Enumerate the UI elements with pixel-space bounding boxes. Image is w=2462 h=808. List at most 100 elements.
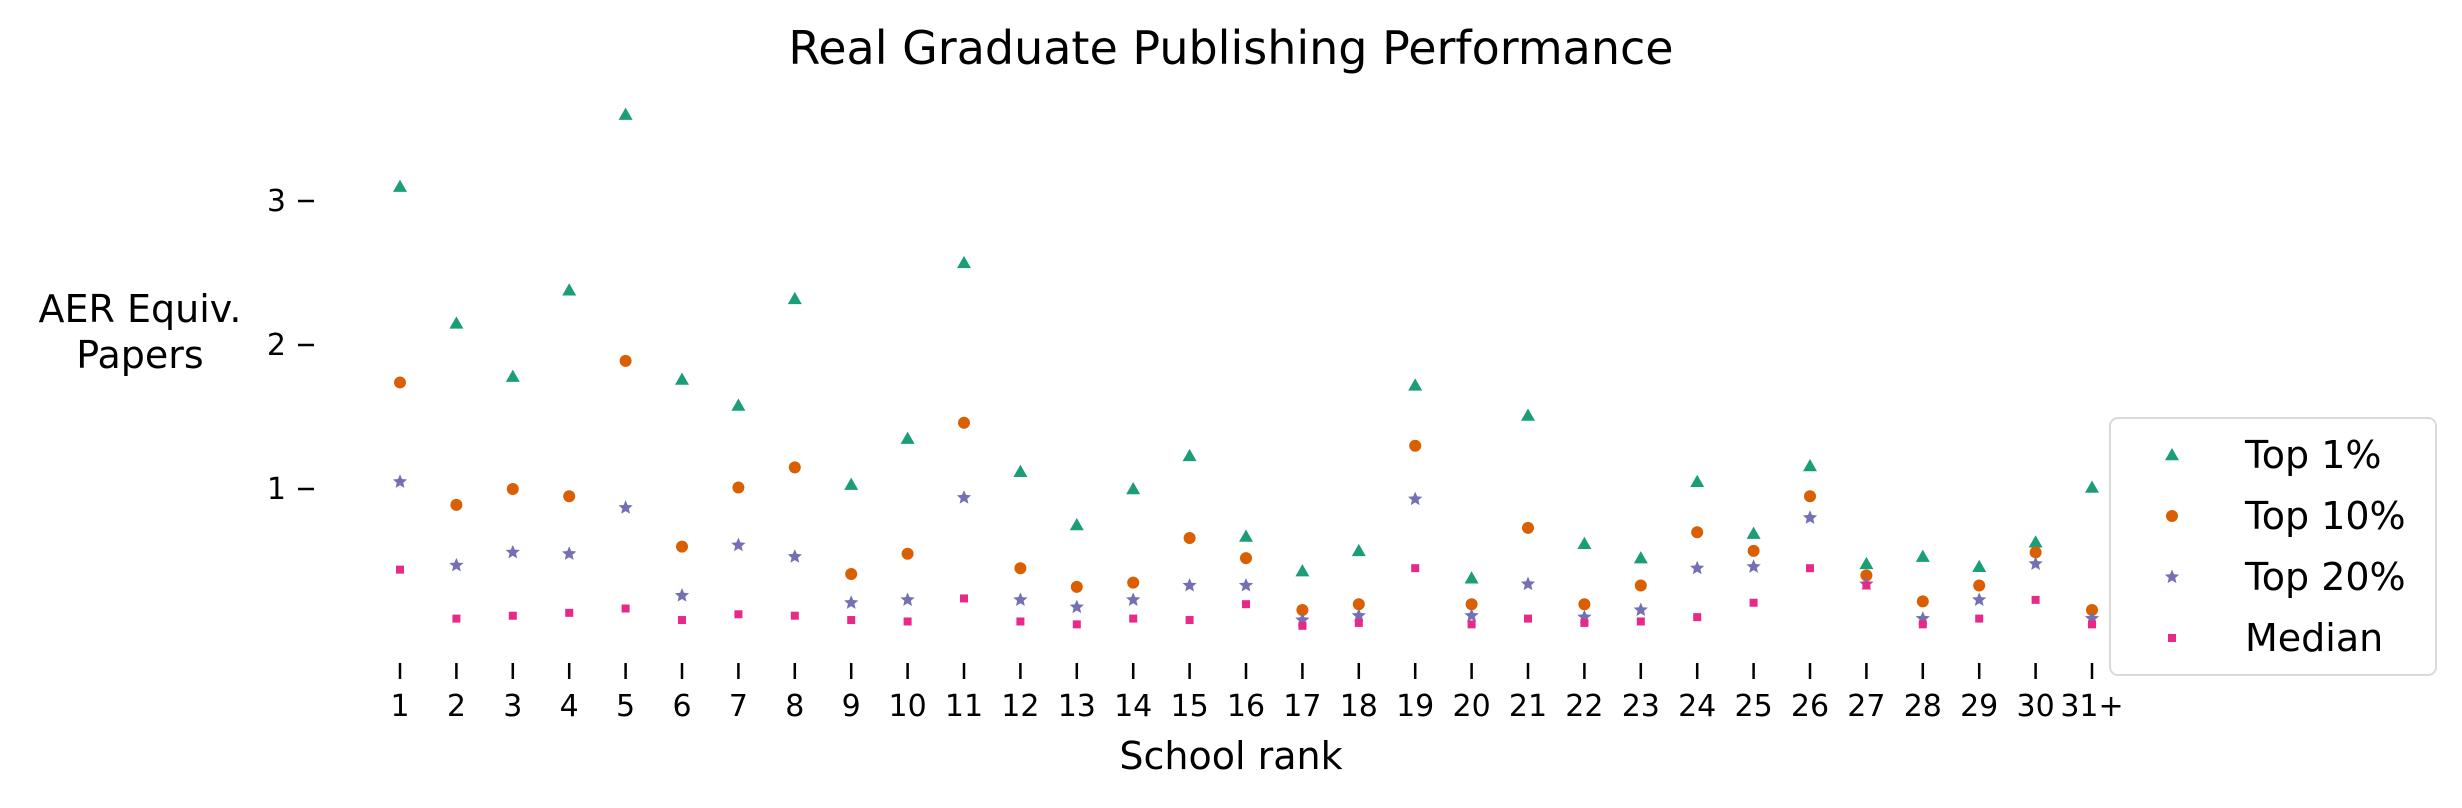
data-point [1126,592,1141,606]
data-point [958,416,970,429]
series-0 [393,107,2099,584]
data-point [1918,620,1927,629]
data-point [449,557,464,572]
data-point [2028,556,2043,570]
data-point [1467,620,1476,629]
legend-marker [2164,569,2180,584]
x-axis-ticks: 1 2 3 4 5 6 7 8 9 10 11 12 13 14 15 16 17 18 19 20 21 22 23 24 2… [390,663,2124,724]
x-tick-label: 2 [447,689,466,724]
data-point [788,461,801,474]
x-tick-label: 7 [729,689,748,724]
data-point [787,549,802,563]
data-point [1069,599,1084,614]
data-point [1636,617,1645,626]
data-point [731,537,746,552]
data-point [1746,526,1761,539]
legend-label: Top 20% [2244,555,2406,599]
data-point [1915,549,1930,562]
data-point [734,610,743,619]
data-point [452,614,461,623]
data-point [844,595,859,609]
data-point [732,481,745,494]
x-tick-label: 3 [503,689,522,724]
x-tick-label: 21 [1509,689,1547,724]
x-tick-label: 14 [1114,689,1152,724]
data-point [1183,531,1196,544]
x-tick-label: 18 [1340,689,1378,724]
legend-label: Top 1% [2244,433,2382,477]
data-point [2086,603,2098,616]
data-point [1016,617,1025,626]
x-tick-label: 19 [1396,689,1434,724]
legend-label: Top 10% [2244,494,2406,538]
data-point [1804,490,1816,503]
data-point [1803,458,1817,472]
data-point [901,547,914,560]
data-point [1862,581,1871,590]
data-point [1802,510,1818,524]
y-tick-label: 2 [267,328,286,363]
x-tick-label: 8 [785,689,804,724]
series-1 [394,354,2098,616]
y-axis-label-line-1: AER Equiv. [39,287,242,331]
data-point [1352,598,1365,611]
data-point [393,179,407,192]
data-point [787,291,802,305]
data-point [1408,491,1423,506]
x-tick-label: 11 [945,689,983,724]
data-point [1069,518,1084,531]
data-point [903,617,912,626]
x-tick-label: 27 [1847,689,1885,724]
data-point [2088,620,2096,629]
data-point [1806,564,1814,573]
data-point [676,540,688,553]
data-point [619,354,632,367]
x-tick-label: 17 [1283,689,1321,724]
chart-title: Real Graduate Publishing Performance [788,21,1673,75]
x-tick-label: 23 [1622,689,1660,724]
data-point [1633,602,1648,617]
data-point [1185,616,1194,625]
x-tick-label: 28 [1904,689,1942,724]
y-tick-label: 1 [267,472,286,507]
data-point [1238,577,1254,592]
legend-label: Median [2245,616,2383,660]
data-point [1973,579,1986,592]
data-point [621,604,630,613]
y-tick-label: 3 [267,184,286,219]
legend-marker [2168,634,2176,642]
data-point [1747,544,1760,557]
data-point [678,616,686,625]
x-tick-label: 4 [560,689,579,724]
legend-marker [2165,448,2179,461]
data-point [1578,598,1591,611]
data-point [1129,614,1138,623]
data-point [1691,526,1704,539]
data-point [790,611,799,620]
x-tick-label: 13 [1058,689,1096,724]
data-point [1013,592,1028,606]
data-point [1464,608,1479,622]
data-points [392,107,2100,630]
data-point [960,594,968,603]
data-point [1240,552,1252,565]
data-point [1522,521,1534,534]
data-point [1070,580,1083,593]
data-point [1524,614,1532,623]
x-tick-label: 1 [390,689,409,724]
x-tick-label: 16 [1227,689,1265,724]
data-point [1351,543,1366,557]
data-point [900,592,915,606]
data-point [845,567,858,580]
data-point [392,474,408,488]
legend: Top 1% Top 10% Top 20% Median [2109,417,2437,676]
data-point [1411,564,1420,573]
data-point [562,546,577,560]
series-3 [396,564,2096,630]
data-point [1354,618,1363,627]
data-point [1859,556,1874,570]
data-point [956,490,972,504]
data-point [1182,577,1197,592]
legend-marker [2166,510,2178,522]
